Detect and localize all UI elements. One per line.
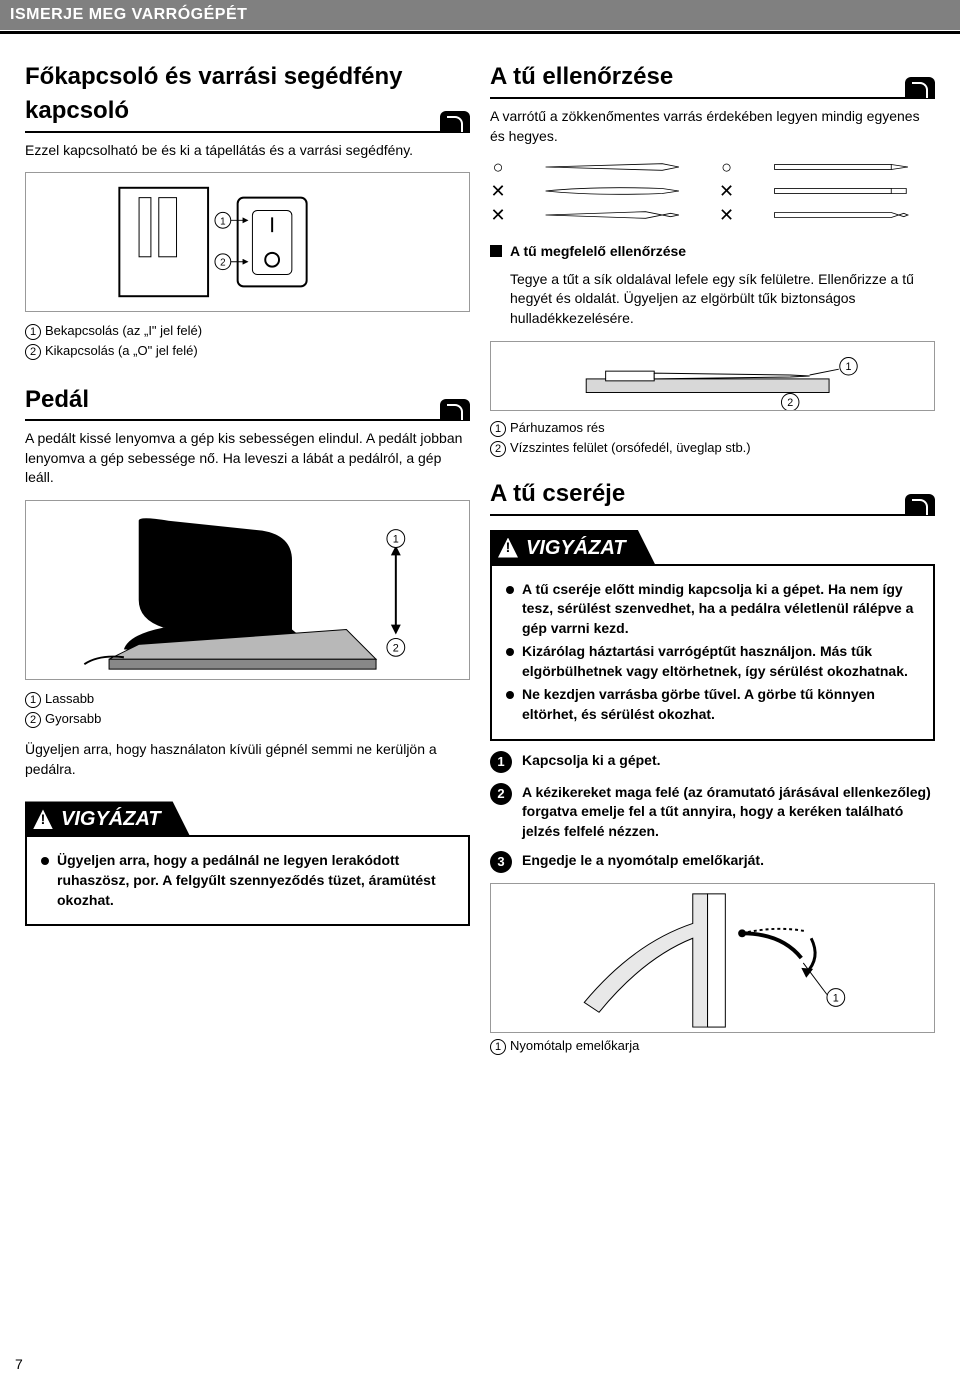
heading-power-switch: Főkapcsoló és varrási segédfény kapcsoló — [25, 60, 470, 132]
svg-text:1: 1 — [220, 216, 225, 227]
caution-box-1: Ügyeljen arra, hogy a pedálnál ne legyen… — [25, 835, 470, 926]
bad-mark: ✕ — [490, 182, 506, 200]
ok-mark: ○ — [490, 158, 506, 176]
proper-check-heading: A tű megfelelő ellenőrzése — [490, 242, 935, 262]
step-2: 2 A kézikereket maga felé (az óramutató … — [490, 783, 935, 842]
needle-bad: ✕ ✕ — [490, 206, 935, 224]
heading-text: Pedál — [25, 386, 89, 413]
ok-mark: ○ — [719, 158, 735, 176]
needle-check-body: A varrótű a zökkenőmentes varrás érdekéb… — [490, 107, 935, 146]
caution-item: Ügyeljen arra, hogy a pedálnál ne legyen… — [39, 851, 456, 910]
power-switch-body: Ezzel kapcsolható be és ki a tápellátás … — [25, 141, 470, 161]
heading-pedal: Pedál — [25, 383, 470, 422]
step-text: A kézikereket maga felé (az óramutató já… — [522, 783, 935, 842]
caution-banner: ! VIGYÁZAT — [490, 530, 656, 566]
step-1: 1 Kapcsolja ki a gépet. — [490, 751, 935, 773]
step-text: Engedje le a nyomótalp emelőkarját. — [522, 851, 935, 871]
needle-good: ○ ○ — [490, 158, 935, 176]
warning-icon: ! — [498, 538, 518, 558]
caution-item: Ne kezdjen varrásba görbe tűvel. A görbe… — [504, 685, 921, 724]
heading-needle-change: A tű cseréje — [490, 477, 935, 516]
square-bullet-icon — [490, 245, 502, 257]
legend-lever: 1Nyomótalp emelőkarja — [490, 1037, 935, 1055]
page-number: 7 — [15, 1355, 23, 1375]
heading-tab-icon — [440, 111, 470, 133]
caution-banner: ! VIGYÁZAT — [25, 801, 191, 837]
step-number-badge: 3 — [490, 851, 512, 873]
bad-mark: ✕ — [719, 206, 735, 224]
heading-tab-icon — [440, 399, 470, 421]
needle-comparison: ○ ○ ✕ ✕ ✕ ✕ — [490, 158, 935, 224]
proper-check-body: Tegye a tűt a sík oldalával lefele egy s… — [510, 270, 935, 329]
caution-label: VIGYÁZAT — [526, 534, 626, 562]
power-switch-illustration: 1 2 — [25, 172, 470, 312]
heading-tab-icon — [905, 494, 935, 516]
needle-bad: ✕ ✕ — [490, 182, 935, 200]
presser-foot-lever-illustration: 1 — [490, 883, 935, 1033]
legend-gap: 1Párhuzamos rés — [490, 419, 935, 437]
step-number-badge: 2 — [490, 783, 512, 805]
left-column: Főkapcsoló és varrási segédfény kapcsoló… — [25, 60, 470, 1057]
main-content: Főkapcsoló és varrási segédfény kapcsoló… — [0, 30, 960, 1077]
caution-box-2: A tű cseréje előtt mindig kapcsolja ki a… — [490, 564, 935, 741]
heading-text: A tű ellenőrzése — [490, 63, 673, 90]
foot-pedal-illustration: 1 2 — [25, 500, 470, 680]
legend-surface: 2Vízszintes felület (orsófedél, üveglap … — [490, 439, 935, 457]
step-3: 3 Engedje le a nyomótalp emelőkarját. — [490, 851, 935, 873]
legend-on: 1Bekapcsolás (az „I" jel felé) — [25, 322, 470, 340]
step-text: Kapcsolja ki a gépet. — [522, 751, 935, 771]
bad-mark: ✕ — [490, 206, 506, 224]
pedal-note: Ügyeljen arra, hogy használaton kívüli g… — [25, 740, 470, 779]
svg-text:2: 2 — [220, 258, 225, 269]
legend-off: 2Kikapcsolás (a „O" jel felé) — [25, 342, 470, 360]
heading-text: Főkapcsoló és varrási segédfény kapcsoló — [25, 63, 403, 124]
legend-faster: 2Gyorsabb — [25, 710, 470, 728]
section-header: ISMERJE MEG VARRÓGÉPÉT — [0, 0, 960, 30]
legend-slower: 1Lassabb — [25, 690, 470, 708]
heading-tab-icon — [905, 77, 935, 99]
bad-mark: ✕ — [719, 182, 735, 200]
step-number-badge: 1 — [490, 751, 512, 773]
svg-text:1: 1 — [846, 361, 852, 373]
right-column: A tű ellenőrzése A varrótű a zökkenőment… — [490, 60, 935, 1057]
warning-icon: ! — [33, 809, 53, 829]
svg-text:2: 2 — [393, 642, 399, 654]
svg-text:1: 1 — [833, 993, 839, 1005]
caution-item: Kizárólag háztartási varrógéptűt használ… — [504, 642, 921, 681]
svg-text:2: 2 — [787, 397, 793, 409]
svg-text:1: 1 — [393, 533, 399, 545]
caution-item: A tű cseréje előtt mindig kapcsolja ki a… — [504, 580, 921, 639]
needle-flat-illustration: 1 2 — [490, 341, 935, 411]
pedal-body: A pedált kissé lenyomva a gép kis sebess… — [25, 429, 470, 488]
caution-label: VIGYÁZAT — [61, 805, 161, 833]
heading-needle-check: A tű ellenőrzése — [490, 60, 935, 99]
heading-text: A tű cseréje — [490, 480, 625, 507]
